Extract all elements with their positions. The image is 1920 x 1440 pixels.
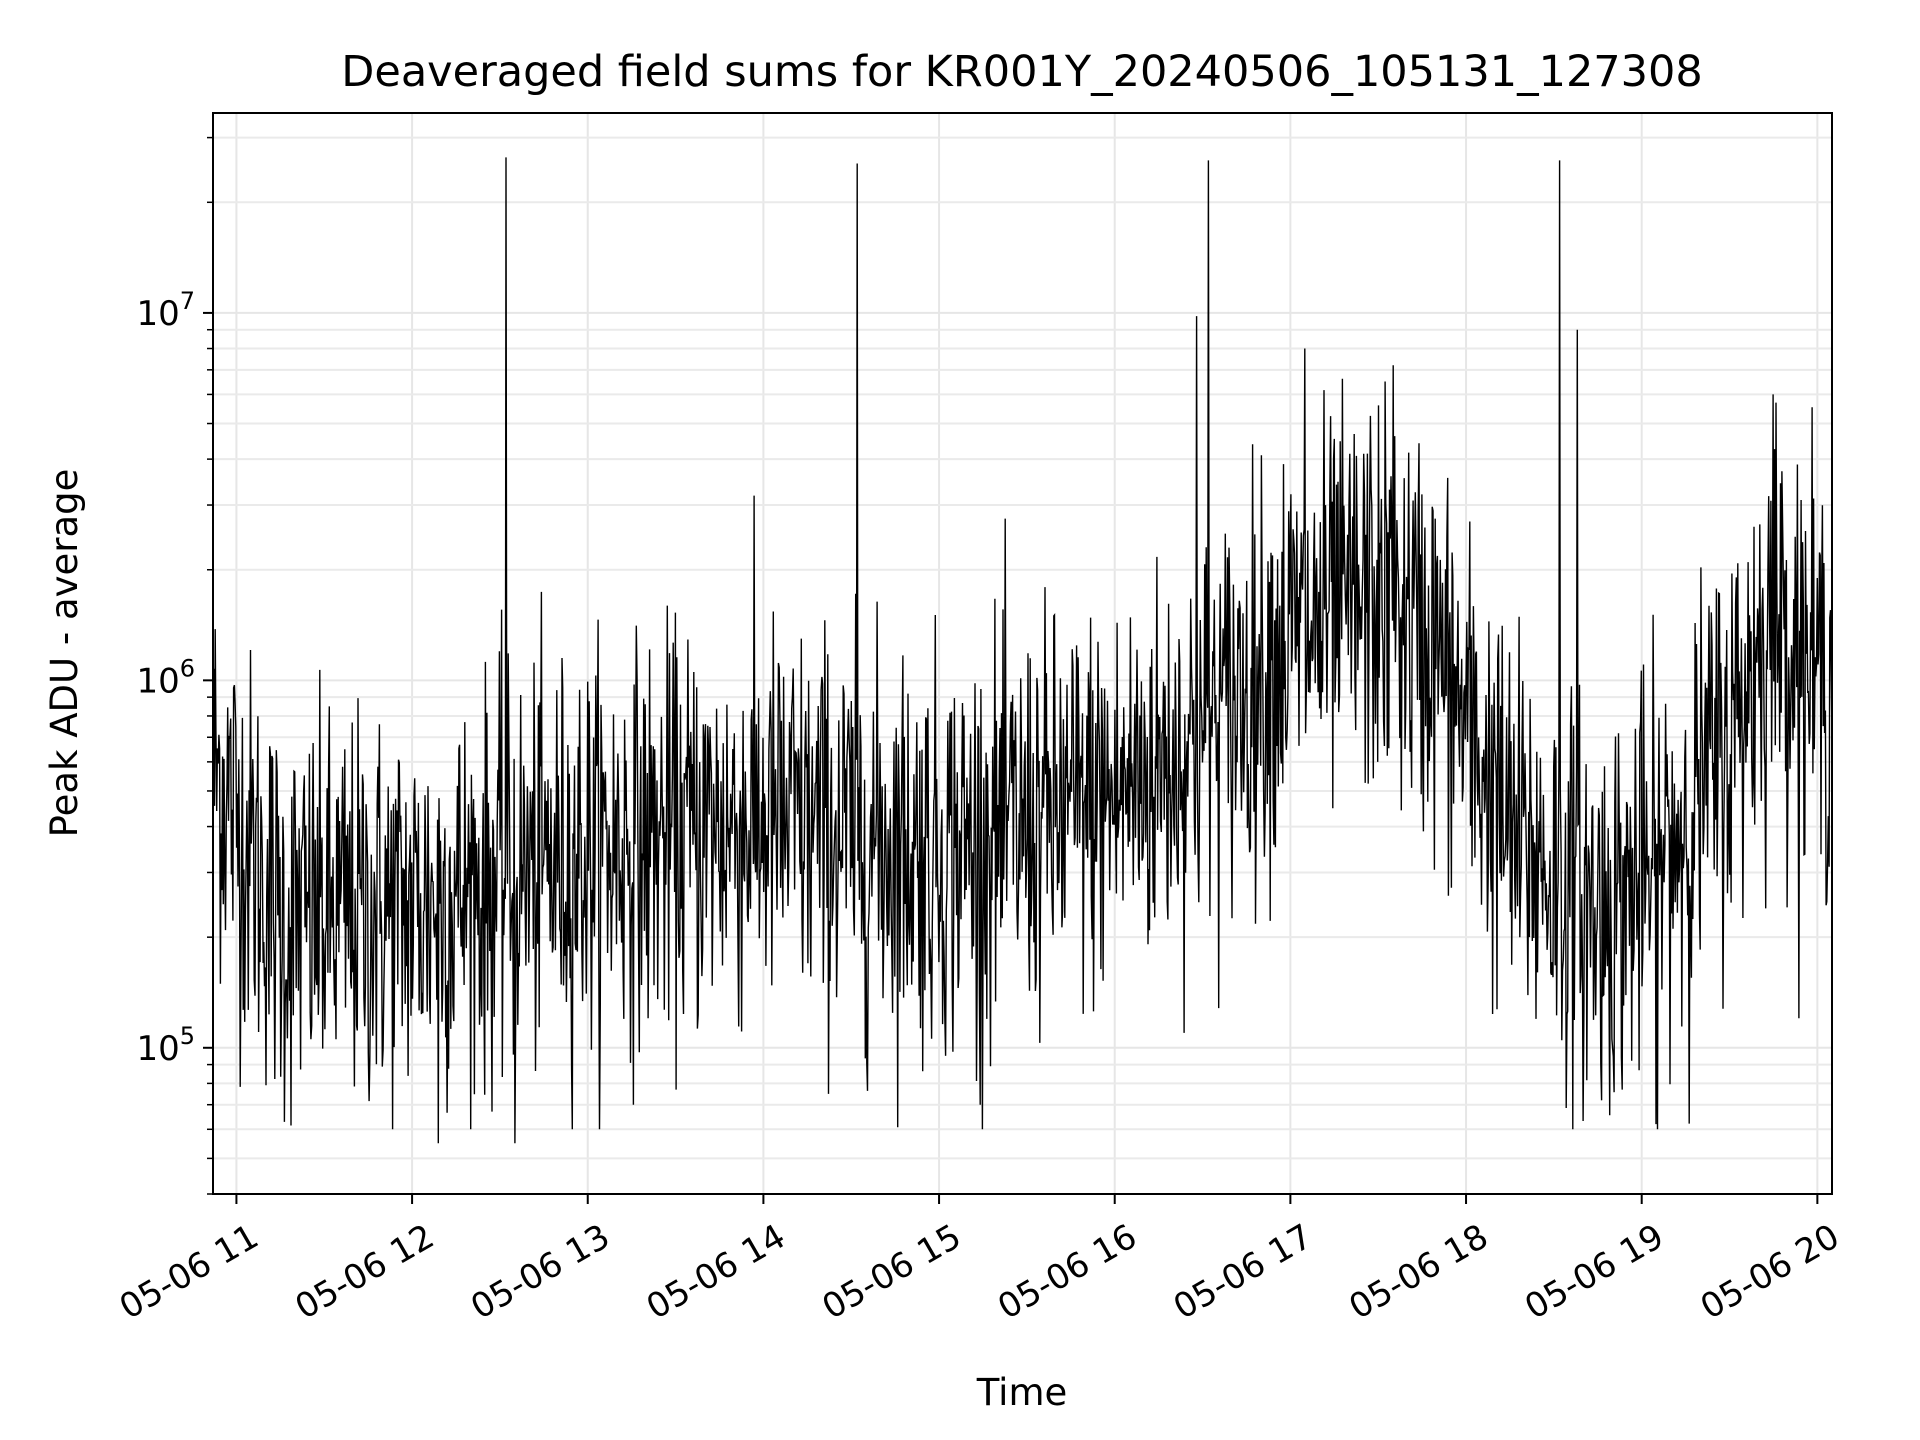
- x-axis-title: Time: [976, 1371, 1068, 1414]
- y-tick-label: 105: [136, 1022, 195, 1069]
- y-tick-base: 10: [136, 294, 179, 334]
- y-tick-label: 106: [136, 654, 195, 701]
- y-tick-base: 10: [136, 1029, 179, 1069]
- y-tick-exponent: 6: [180, 654, 195, 682]
- y-tick-exponent: 5: [180, 1022, 195, 1050]
- plot-frame: [212, 112, 1833, 1195]
- series-line: [212, 157, 1833, 1144]
- chart-title: Deaveraged field sums for KR001Y_2024050…: [341, 47, 1703, 97]
- y-tick-label: 107: [136, 287, 195, 334]
- plot-background: [213, 113, 1832, 1194]
- series-group: [212, 157, 1833, 1144]
- y-tick-base: 10: [136, 661, 179, 701]
- y-tick-exponent: 7: [180, 287, 195, 315]
- y-axis-title: Peak ADU - average: [43, 469, 86, 838]
